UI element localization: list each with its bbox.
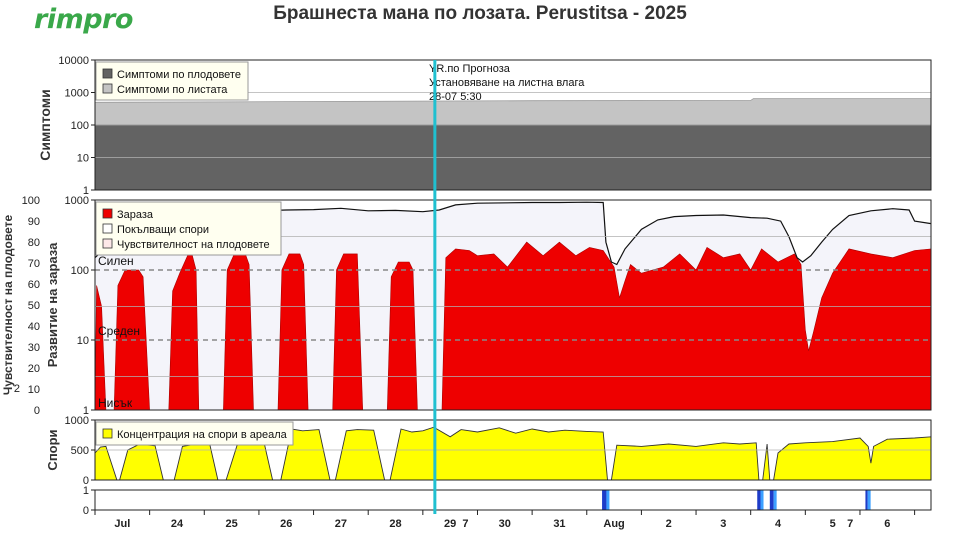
x-tick-label: 26 <box>280 518 292 530</box>
infection-legend-box <box>95 201 282 256</box>
x-tick-label: 24 <box>171 518 184 530</box>
infection-y-tick-label: 1 <box>83 405 89 417</box>
legend-swatch-fruit-sensitivity <box>102 238 113 249</box>
event-bar <box>602 490 607 510</box>
event-bar <box>865 490 868 510</box>
legend-label-infection: Зараза <box>117 209 154 221</box>
event-bar-edge <box>773 490 777 510</box>
events-y-tick-label: 1 <box>83 485 89 497</box>
x-axis: Jul 24 25 26 27 28 29 30 31 Aug 2 3 4 5 6 7 7 <box>94 510 916 530</box>
infection-ylabel: Развитие на зараза <box>45 242 60 367</box>
infection-plot-frame <box>94 199 932 411</box>
spores-y-tick-label: 0 <box>83 475 89 487</box>
symptoms-legend-box <box>95 61 249 101</box>
sensitivity-y-tick-label: 100 <box>22 195 40 207</box>
x-tick-label: 27 <box>335 518 347 530</box>
x-tick-label: 28 <box>389 518 401 530</box>
x-tick-label: 31 <box>553 518 565 530</box>
spores-legend-box <box>95 421 294 446</box>
x-tick-label: 4 <box>775 518 782 530</box>
spores-plot-frame <box>94 419 932 481</box>
symptoms-y-tick-label: 100 <box>71 120 89 132</box>
legend-swatch-infection <box>102 208 113 219</box>
event-bar <box>769 490 774 510</box>
spores-legend[interactable]: Концентрация на спори в ареала <box>95 421 294 446</box>
annotation-timestamp: 28-07 5:30 <box>429 91 482 103</box>
legend-swatch-fruit-symptoms <box>102 68 113 79</box>
legend-label-fruit-symptoms: Симптоми по плодовете <box>117 69 241 81</box>
fruit-sensitivity-ylabel: Чувствителност на плодовете <box>1 215 15 396</box>
symptoms-y-tick-label: 10000 <box>58 55 89 67</box>
x-tick-label: 5 <box>830 518 836 530</box>
x-tick-label: Jul <box>114 518 130 530</box>
x-tick-label-minor: 7 <box>462 518 468 530</box>
sensitivity-y-tick-label: 60 <box>28 279 40 291</box>
spore-concentration-area <box>94 426 932 481</box>
sensitivity-y-tick-label: 10 <box>28 384 40 396</box>
symptoms-y-tick-label: 10 <box>77 153 89 165</box>
spores-panel: 1000 500 0 Спори Концентрация на спори в а… <box>45 415 932 487</box>
event-bar <box>757 490 761 510</box>
sensitivity-y-tick-label: 70 <box>28 258 40 270</box>
events-panel: 10 <box>83 485 932 517</box>
x-tick-label: Aug <box>603 518 624 530</box>
symptoms-plot-frame <box>94 59 932 191</box>
legend-swatch-germinating-spores <box>102 223 113 234</box>
legend-label-leaf-symptoms: Симптоми по листата <box>117 84 228 96</box>
symptoms-legend[interactable]: Симптоми по плодовете Симптоми по листат… <box>95 61 249 101</box>
germinating-spores-line <box>94 201 932 266</box>
symptoms-y-tick-label: 1 <box>83 185 89 197</box>
symptoms-ylabel: Симптоми <box>37 89 53 161</box>
x-tick-label: 2 <box>666 518 672 530</box>
legend-swatch-leaf-symptoms <box>102 83 113 94</box>
event-bar-edge <box>606 490 610 510</box>
legend-label-germinating-spores: Покълващи спори <box>117 224 209 236</box>
spores-ylabel: Спори <box>45 429 60 470</box>
sensitivity-y-tick-label: 90 <box>28 216 40 228</box>
events-plot-area <box>95 490 931 510</box>
x-tick-label-minor: 7 <box>847 518 853 530</box>
chart-title: Брашнеста мана по лозата. Perustitsa - 2… <box>273 3 687 24</box>
x-tick-label: 29 <box>444 518 456 530</box>
sensitivity-y-tick-label: 30 <box>28 342 40 354</box>
spores-y-tick-label: 1000 <box>65 415 89 427</box>
sensitivity-y-tick-label: 80 <box>28 237 40 249</box>
annotation-forecast: YR.по Прогноза <box>429 63 511 75</box>
infection-legend[interactable]: Зараза Покълващи спори Чувствителност на… <box>95 201 282 256</box>
threshold-label-low: Нисък <box>98 396 133 410</box>
sensitivity-y-tick-label: 40 <box>28 321 40 333</box>
symptoms-y-tick-label: 1000 <box>65 88 89 100</box>
infection-y-tick-label: 10 <box>77 335 89 347</box>
legend-label-spore-concentration: Концентрация на спори в ареала <box>117 429 288 441</box>
x-tick-label: 3 <box>720 518 726 530</box>
sensitivity-y-tick-label: 50 <box>28 300 40 312</box>
event-bar-edge <box>760 490 764 510</box>
events-y-tick-label: 0 <box>83 505 89 517</box>
spores-y-tick-label: 500 <box>71 445 89 457</box>
legend-swatch-spore-concentration <box>102 428 113 439</box>
infection-y-tick-label: 100 <box>71 265 89 277</box>
infection-y-tick-label-secondary: 2 <box>14 383 20 395</box>
x-tick-label: 25 <box>225 518 237 530</box>
x-tick-label: 30 <box>499 518 511 530</box>
forecast-annotation: YR.по Прогноза Установяване на листна вл… <box>429 63 585 103</box>
events-plot-frame <box>94 489 932 511</box>
rimpro-logo: rimpro <box>34 4 133 35</box>
annotation-leaf-wetness: Установяване на листна влага <box>429 77 585 89</box>
threshold-label-medium: Среден <box>98 324 140 338</box>
threshold-label-strong: Силен <box>98 254 134 268</box>
sensitivity-y-tick-label: 0 <box>34 405 40 417</box>
x-tick-label: 6 <box>884 518 890 530</box>
infection-y-tick-label: 1000 <box>65 195 89 207</box>
sensitivity-y-tick-label: 20 <box>28 363 40 375</box>
legend-label-fruit-sensitivity: Чувствителност на плодовете <box>117 239 270 251</box>
event-bar-edge <box>867 490 871 510</box>
symptoms-panel: 10000 1000 100 10 1 Симптоми Симптоми по пло… <box>37 55 932 197</box>
